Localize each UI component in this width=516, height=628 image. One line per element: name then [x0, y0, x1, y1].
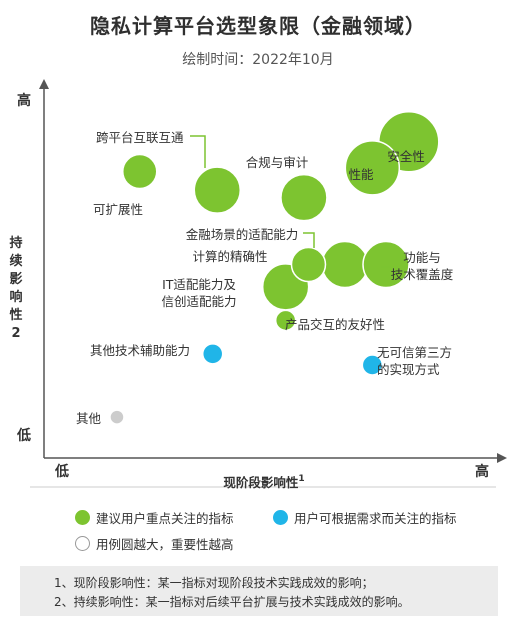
bubble-label: 性能 — [348, 167, 374, 182]
legend-label-focus: 建议用户重点关注的指标 — [96, 511, 234, 526]
chart-title: 隐私计算平台选型象限（金融领域） — [90, 14, 426, 38]
bubble-label: 其他技术辅助能力 — [90, 343, 190, 358]
bubble-label: 跨平台互联互通 — [96, 130, 184, 145]
bubble-金融场景的适配能力 — [321, 240, 369, 289]
bubble-label: 计算的精确性 — [192, 249, 267, 264]
y-axis-title-char: 影 — [9, 271, 22, 287]
bubble-label: 可扩展性 — [93, 202, 143, 217]
footnotes: 1、现阶段影响性：某一指标对现阶段技术实践成效的影响； 2、持续影响性：某一指标… — [20, 566, 498, 616]
bubble-跨平台互联互通 — [193, 166, 242, 214]
bubble-label: 技术覆盖度 — [391, 267, 454, 282]
legend-item-size-note: 用例圆越大，重要性越高 — [75, 534, 234, 553]
bubble-label: IT适配能力及 — [162, 277, 236, 292]
legend-label-optional: 用户可根据需求而关注的指标 — [294, 511, 457, 526]
legend-item-focus: 建议用户重点关注的指标 — [75, 508, 234, 527]
bubble-label: 金融场景的适配能力 — [186, 227, 299, 242]
bubble-产品交互的友好性 — [274, 309, 297, 332]
footnote-2: 2、持续影响性：某一指标对后续平台扩展与技术实践成效的影响。 — [54, 595, 410, 609]
bubble-其他技术辅助能力 — [201, 343, 224, 365]
bubble-label: 信创适配能力 — [161, 294, 236, 309]
bubble-label: 其他 — [76, 411, 102, 426]
x-low-label: 低 — [54, 463, 69, 480]
legend-swatch-blue — [273, 510, 288, 525]
y-low-label: 低 — [16, 427, 31, 444]
y-axis-title-char: 性 — [9, 307, 22, 323]
y-axis-title-char: 响 — [9, 289, 22, 305]
x-high-label: 高 — [475, 463, 489, 480]
bubble-计算的精确性 — [290, 246, 327, 283]
bubble-性能 — [344, 140, 401, 196]
bubble-合规与审计 — [280, 173, 328, 222]
bubble-无可信第三方的实现方式 — [361, 354, 384, 376]
leader-line — [190, 135, 206, 168]
chart-subtitle: 绘制时间：2022年10月 — [182, 52, 334, 68]
quadrant-chart: 高低低 高现阶段影响性1持续影响性2可扩展性跨平台互联互通合规与审计性能安全性金融… — [9, 79, 507, 490]
y-axis-title-char: 持 — [9, 235, 22, 251]
bubble-label: 合规与审计 — [246, 155, 309, 170]
y-high-label: 高 — [17, 92, 31, 109]
legend-swatch-green — [75, 510, 90, 525]
leader-line — [303, 232, 315, 248]
bubble-label: 无可信第三方 — [377, 345, 452, 360]
x-axis-title: 现阶段影响性1 — [223, 474, 304, 490]
bubble-label: 的实现方式 — [377, 362, 440, 377]
y-axis-title-char: 续 — [9, 253, 22, 269]
legend-label-size-note: 用例圆越大，重要性越高 — [96, 537, 234, 552]
bubble-可扩展性 — [122, 153, 158, 190]
legend-item-optional: 用户可根据需求而关注的指标 — [273, 508, 457, 527]
legend-swatch-outline — [75, 536, 90, 551]
bubble-label: 安全性 — [387, 149, 425, 164]
bubble-其他 — [109, 409, 125, 425]
bubble-label: 功能与 — [403, 250, 441, 265]
bubble-功能与技术覆盖度 — [362, 240, 410, 289]
y-axis-title-char: 2 — [11, 326, 20, 341]
bubble-label: 产品交互的友好性 — [285, 317, 385, 332]
footnote-1: 1、现阶段影响性：某一指标对现阶段技术实践成效的影响； — [54, 576, 374, 590]
